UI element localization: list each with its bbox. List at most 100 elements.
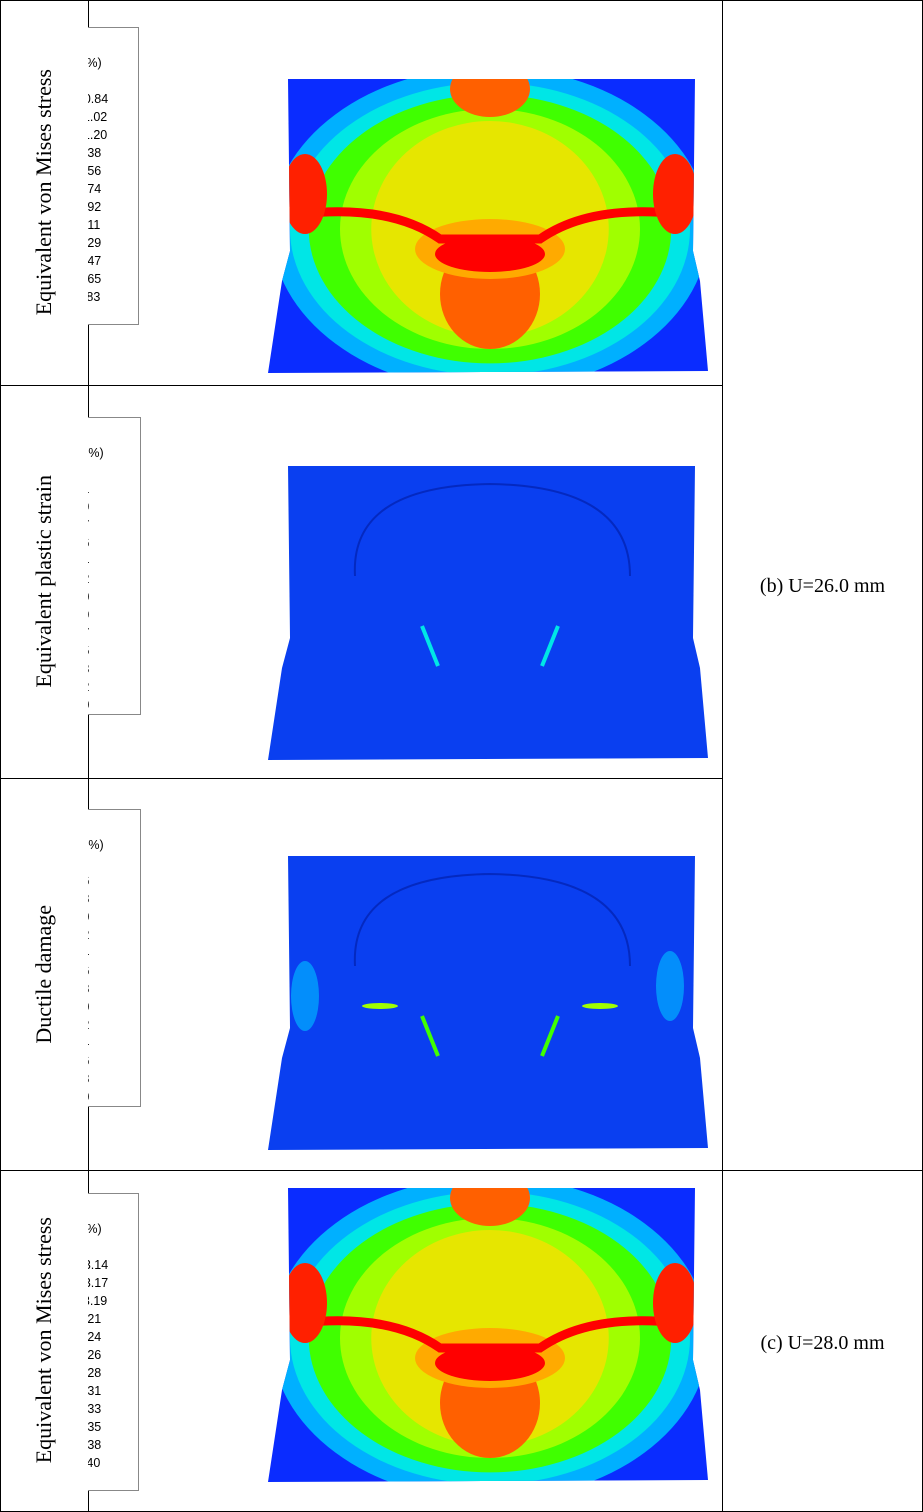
row-label-text: Equivalent plastic strain xyxy=(31,475,56,688)
figure: S, Mises(Avg: 75%)1323.141213.171103.199… xyxy=(88,1188,708,1491)
legend-value: 771.74 xyxy=(88,182,101,196)
legend-value: 442.29 xyxy=(88,236,101,250)
row-label-text: Equivalent von Mises stress xyxy=(31,1217,56,1464)
contour xyxy=(653,154,697,234)
legend-value: 0.21 xyxy=(88,482,89,496)
legend-value: 552.11 xyxy=(88,218,100,232)
contour xyxy=(362,1003,398,1009)
legend-value: 661.92 xyxy=(88,200,101,214)
legend-value: 881.56 xyxy=(88,164,101,178)
legend-box xyxy=(88,1193,139,1491)
legend-value: 0.02 xyxy=(88,680,89,694)
legend-value: 0.40 xyxy=(88,1000,89,1014)
legend-value: 1323.14 xyxy=(88,1258,108,1272)
border xyxy=(0,385,722,386)
legend-value: 0.10 xyxy=(88,590,89,604)
legend-value: 0.08 xyxy=(88,1072,89,1086)
contour xyxy=(353,872,631,967)
legend-value: 0.03 xyxy=(88,662,89,676)
legend-value: 0.88 xyxy=(88,892,89,906)
border xyxy=(0,0,923,1)
border xyxy=(0,778,722,779)
legend-value: 0.72 xyxy=(88,928,89,942)
contour xyxy=(283,154,327,234)
row-label-text: Ductile damage xyxy=(31,904,56,1044)
legend-value: 0.09 xyxy=(88,608,89,622)
contour xyxy=(420,625,440,667)
border xyxy=(0,1170,923,1171)
contour xyxy=(540,625,560,667)
legend-value: 0.12 xyxy=(88,572,89,586)
legend-value: 553.31 xyxy=(88,1384,101,1398)
contour xyxy=(435,236,545,272)
figure: SDV14(Avg: 75%)0.210.190.170.160.140.120… xyxy=(88,417,708,760)
legend-value: 991.38 xyxy=(88,146,101,160)
legend-subtitle: (Avg: 75%) xyxy=(88,56,102,70)
legend-value: 0.48 xyxy=(88,982,89,996)
legend-value: 0.14 xyxy=(88,554,89,568)
border xyxy=(88,0,89,1512)
contour xyxy=(540,1015,560,1057)
legend-value: 883.24 xyxy=(88,1330,101,1344)
figure: S, Mises(Avg: 75%)1320.841211.021101.209… xyxy=(88,27,708,373)
legend-value: 1320.84 xyxy=(88,92,108,106)
legend-box xyxy=(88,809,141,1107)
contour xyxy=(656,951,684,1021)
legend-value: 1211.02 xyxy=(88,110,107,124)
legend-value: 0.64 xyxy=(88,946,89,960)
contour xyxy=(353,482,631,577)
legend-subtitle: (Avg: 75%) xyxy=(88,1222,102,1236)
legend-value: 222.65 xyxy=(88,272,101,286)
legend-value: 773.26 xyxy=(88,1348,101,1362)
contour xyxy=(435,1345,545,1381)
plate xyxy=(268,466,708,760)
legend-value: 113.40 xyxy=(88,1456,100,1470)
legend-value: 0.17 xyxy=(88,518,89,532)
legend-value: 0.96 xyxy=(88,874,89,888)
border xyxy=(722,0,723,1512)
contour-plot xyxy=(268,466,708,760)
contour-plot xyxy=(268,856,708,1150)
row-label: Equivalent plastic strain xyxy=(0,385,88,778)
legend-value: 0.80 xyxy=(88,910,89,924)
legend-value: 223.38 xyxy=(88,1438,101,1452)
row-label: Equivalent von Mises stress xyxy=(0,0,88,385)
legend-value: 0.05 xyxy=(88,644,89,658)
contour-plot xyxy=(268,79,708,373)
contour xyxy=(582,1003,618,1009)
contour xyxy=(450,79,530,117)
legend-value: 0.32 xyxy=(88,1018,89,1032)
contour xyxy=(291,961,319,1031)
legend-value: 993.21 xyxy=(88,1312,101,1326)
legend-subtitle: (Avg: 75%) xyxy=(88,838,104,852)
legend-value: 0.56 xyxy=(88,964,89,978)
contour xyxy=(450,1188,530,1226)
row-label-text: Equivalent von Mises stress xyxy=(31,69,56,316)
legend-value: 1213.17 xyxy=(88,1276,108,1290)
legend-value: 0.16 xyxy=(88,536,89,550)
legend-value: 332.47 xyxy=(88,254,101,268)
legend-box xyxy=(88,27,139,325)
border xyxy=(0,0,1,1512)
legend-box xyxy=(88,417,141,715)
figure: SDV15(Avg: 75%)0.960.880.800.720.640.560… xyxy=(88,809,708,1150)
legend-value: 1103.19 xyxy=(88,1294,107,1308)
contour xyxy=(283,1263,327,1343)
row-label: Equivalent von Mises stress xyxy=(0,1170,88,1511)
case-label: (c) U=28.0 mm xyxy=(760,1332,885,1354)
plate xyxy=(268,856,708,1150)
legend-value: 0.00 xyxy=(88,698,89,712)
case-label: (b) U=26.0 mm xyxy=(759,575,886,597)
contour xyxy=(653,1263,697,1343)
legend-value: 0.16 xyxy=(88,1054,89,1068)
legend-value: 0.24 xyxy=(88,1036,89,1050)
legend-value: 443.33 xyxy=(88,1402,101,1416)
row-label: Ductile damage xyxy=(0,778,88,1170)
legend-value: 0.19 xyxy=(88,500,89,514)
legend-subtitle: (Avg: 75%) xyxy=(88,446,104,460)
legend-value: 112.83 xyxy=(88,290,100,304)
legend-value: 663.28 xyxy=(88,1366,101,1380)
contour-plot xyxy=(268,1188,708,1482)
legend-value: 0.00 xyxy=(88,1090,89,1104)
